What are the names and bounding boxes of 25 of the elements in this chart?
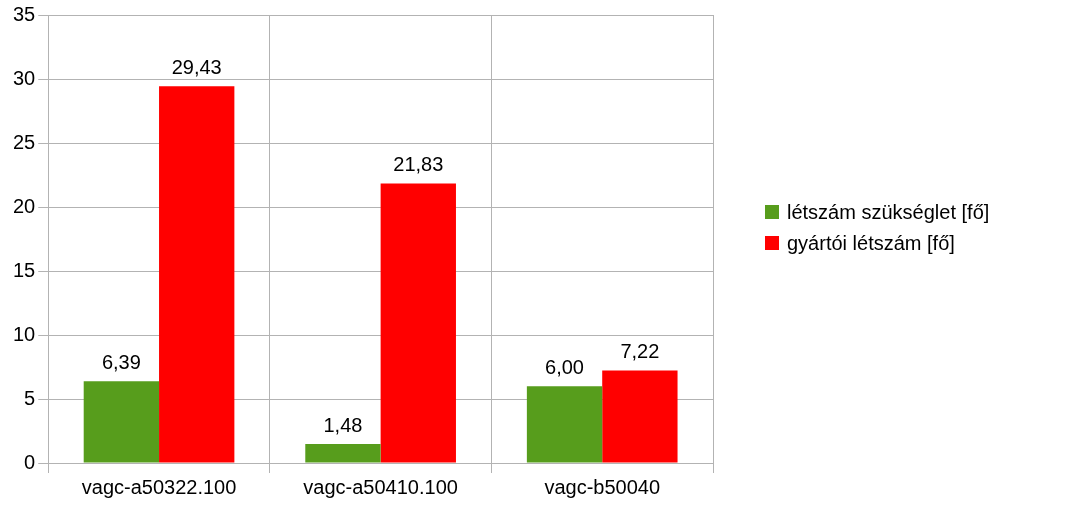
bar <box>526 386 603 463</box>
bar <box>305 444 381 463</box>
data-label: 6,39 <box>101 350 141 373</box>
bar <box>380 183 456 463</box>
data-label: 21,83 <box>393 153 444 176</box>
x-tick-label: vagc-a50322.100 <box>81 475 237 498</box>
y-tick-label: 10 <box>13 322 36 345</box>
y-tick-label: 15 <box>13 258 36 281</box>
y-tick-label: 0 <box>24 450 36 473</box>
data-label: 1,48 <box>323 413 363 436</box>
data-label: 7,22 <box>620 340 660 363</box>
x-tick-label: vagc-b50040 <box>544 475 661 498</box>
data-label: 6,00 <box>545 355 585 378</box>
y-tick-label: 30 <box>13 66 36 89</box>
y-tick-label: 25 <box>13 130 36 153</box>
bar <box>602 370 678 463</box>
data-label: 29,43 <box>171 55 222 78</box>
y-tick-label: 5 <box>24 386 36 409</box>
x-tick-label: vagc-a50410.100 <box>303 475 458 498</box>
legend-label: gyártói létszám [fő] <box>787 231 955 256</box>
bar <box>83 381 160 463</box>
y-tick-label: 20 <box>13 194 36 217</box>
legend-label: létszám szükséglet [fő] <box>787 200 990 225</box>
bar <box>159 86 235 463</box>
y-tick-label: 35 <box>13 2 36 25</box>
